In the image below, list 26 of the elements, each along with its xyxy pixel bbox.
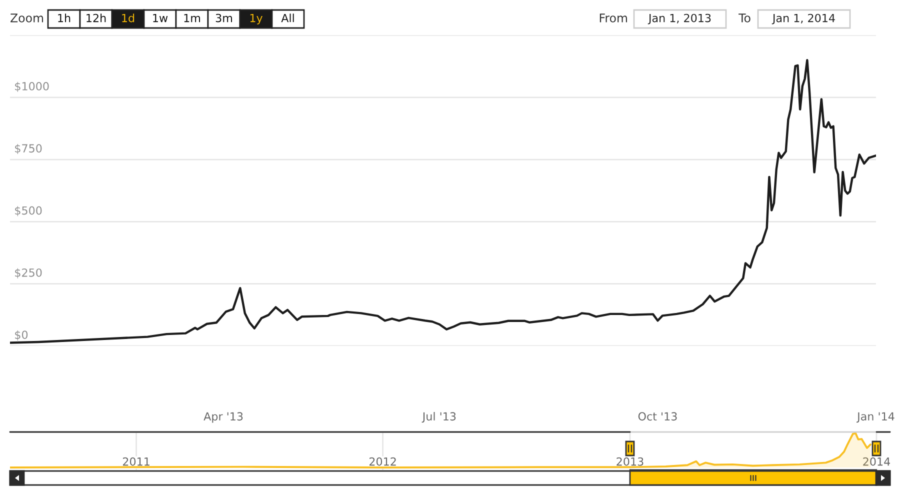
text: 1h xyxy=(58,14,70,22)
y-tick-label: $500 xyxy=(15,206,42,216)
text: All xyxy=(281,14,294,22)
y-tick-label: $750 xyxy=(15,144,42,154)
text: Jan 1, 2014 xyxy=(772,14,835,24)
text: Jan 1, 2013 xyxy=(648,14,711,24)
text: 1y xyxy=(250,14,262,24)
x-tick-label: 2013 xyxy=(616,457,644,466)
text: Zoom xyxy=(10,14,44,22)
x-tick-label: 2014 xyxy=(863,457,890,466)
text: From xyxy=(600,14,627,22)
text: 1m xyxy=(184,14,200,22)
x-tick-label: Oct '13 xyxy=(638,412,677,421)
x-tick-label: 2011 xyxy=(122,457,150,466)
text: 1d xyxy=(122,14,134,22)
y-tick-label: $250 xyxy=(15,268,42,278)
y-tick-label: $1000 xyxy=(15,82,49,92)
x-tick-label: Apr '13 xyxy=(204,412,243,423)
x-tick-label: Jan '14 xyxy=(856,412,894,423)
x-tick-label: Jul '13 xyxy=(422,412,456,423)
text: 3m xyxy=(216,14,232,22)
y-tick-label: $0 xyxy=(15,330,28,340)
x-tick-label: 2012 xyxy=(369,457,396,466)
text: 1w xyxy=(153,14,168,22)
text: 12h xyxy=(86,14,106,22)
text: To xyxy=(738,14,750,22)
